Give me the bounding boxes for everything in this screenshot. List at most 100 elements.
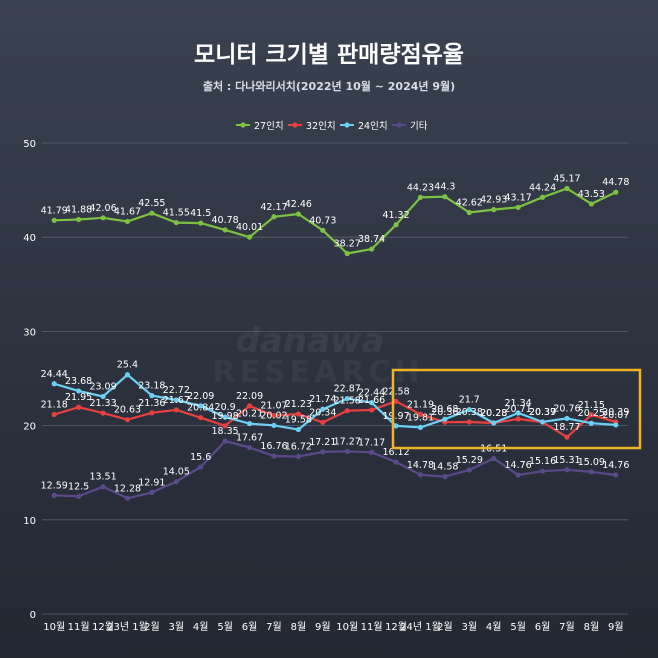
y-tick-label: 10 (23, 516, 36, 527)
data-label: 40.78 (212, 215, 239, 226)
data-label: 40.73 (309, 215, 336, 226)
data-label: 20.07 (602, 410, 629, 421)
data-label: 41.67 (114, 206, 141, 217)
data-label: 41.79 (41, 205, 68, 216)
legend-item: 24인치 (340, 120, 388, 132)
data-label: 41.32 (382, 210, 409, 221)
data-label: 19.97 (382, 411, 409, 422)
data-label: 20.34 (309, 407, 336, 418)
data-label: 20.9 (215, 402, 236, 413)
data-point (564, 434, 570, 440)
legend-swatch-dot (396, 122, 402, 128)
data-point (369, 246, 375, 252)
data-label: 20.28 (480, 408, 507, 419)
data-label: 14.76 (505, 460, 532, 471)
x-tick-label: 11월 (68, 621, 90, 633)
data-label: 20.84 (187, 403, 214, 414)
x-tick-label: 6월 (242, 621, 258, 633)
series-line-1 (54, 187, 617, 255)
data-label: 14.76 (602, 460, 629, 471)
data-label: 22.09 (236, 391, 263, 402)
x-tick-label: 2월 (144, 621, 160, 633)
data-point (271, 214, 277, 220)
data-label: 12.28 (114, 483, 141, 494)
data-point (246, 234, 253, 240)
legend-item: 32인치 (288, 120, 336, 132)
data-point (515, 204, 521, 210)
data-label: 45.17 (553, 173, 580, 184)
data-point (417, 472, 424, 478)
legend-label: 기타 (410, 121, 428, 132)
data-label: 21.58 (334, 396, 361, 407)
data-point (539, 419, 546, 425)
data-point (515, 416, 521, 422)
data-point (124, 218, 131, 225)
x-tick-label: 23년 1월 (107, 621, 148, 633)
data-point (246, 444, 253, 451)
data-label: 22.72 (163, 385, 190, 396)
data-label: 20.36 (431, 407, 458, 418)
data-label: 42.55 (138, 198, 165, 209)
data-point (491, 420, 497, 426)
data-label: 38.74 (358, 234, 385, 245)
data-label: 14.78 (407, 460, 434, 471)
data-point (149, 410, 155, 416)
y-tick-label: 50 (23, 139, 36, 150)
x-tick-label: 9월 (315, 621, 331, 633)
data-point (198, 403, 204, 409)
data-point (173, 397, 179, 403)
data-label: 41.5 (190, 208, 211, 219)
data-label: 14.58 (431, 462, 458, 473)
x-tick-label: 7월 (266, 621, 282, 633)
data-label: 14.05 (163, 467, 190, 478)
data-point (320, 419, 326, 425)
data-labels: 12.59 12.513.5112.2812.9114.0515.618.3517… (41, 173, 630, 494)
data-point (369, 407, 375, 413)
data-label: 20.25 (578, 408, 605, 419)
data-label: 20.71 (505, 404, 532, 415)
x-tick-label: 11월 (361, 621, 383, 633)
data-point (173, 407, 179, 413)
data-point (51, 217, 57, 223)
data-point (198, 415, 204, 421)
series-lines (53, 187, 617, 500)
y-tick-label: 20 (23, 422, 36, 433)
data-label: 42.62 (456, 198, 483, 209)
data-point (417, 411, 424, 417)
data-label: 41.55 (163, 208, 190, 219)
x-tick-label: 4월 (193, 621, 209, 633)
data-point (295, 426, 301, 433)
data-label: 18.77 (553, 422, 580, 433)
data-label: 12.5 (68, 481, 89, 492)
data-label: 19.81 (407, 412, 434, 423)
data-point (76, 493, 82, 499)
y-axis: 0 10 20 30 40 50 (23, 139, 36, 621)
data-point (442, 194, 448, 200)
data-point (295, 453, 301, 460)
data-point (393, 222, 399, 228)
data-label: 22.58 (382, 386, 409, 397)
data-point (393, 398, 399, 404)
data-point (271, 422, 277, 429)
x-tick-label: 10월 (43, 621, 65, 633)
data-label: 21.18 (41, 399, 68, 410)
data-point (100, 410, 106, 416)
data-point (51, 381, 57, 387)
chart-subtitle: 출처 : 다나와리서치(2022년 10월 ~ 2024년 9월) (203, 79, 455, 93)
data-label: 40.01 (236, 222, 263, 233)
x-tick-label: 7월 (559, 621, 575, 633)
data-label: 20.37 (529, 407, 556, 418)
data-label: 16.76 (260, 441, 287, 452)
legend-label: 27인치 (254, 120, 284, 132)
data-point (491, 206, 497, 213)
data-point (491, 455, 497, 462)
data-label: 20.76 (553, 403, 580, 414)
legend-label: 24인치 (358, 120, 388, 132)
series-line-2 (53, 400, 617, 439)
x-tick-label: 5월 (510, 621, 526, 633)
x-tick-label: 12월 (385, 621, 407, 633)
data-point (124, 372, 131, 378)
data-label: 20.21 (236, 409, 263, 420)
data-label: 21.66 (358, 395, 385, 406)
data-label: 18.35 (212, 426, 239, 437)
